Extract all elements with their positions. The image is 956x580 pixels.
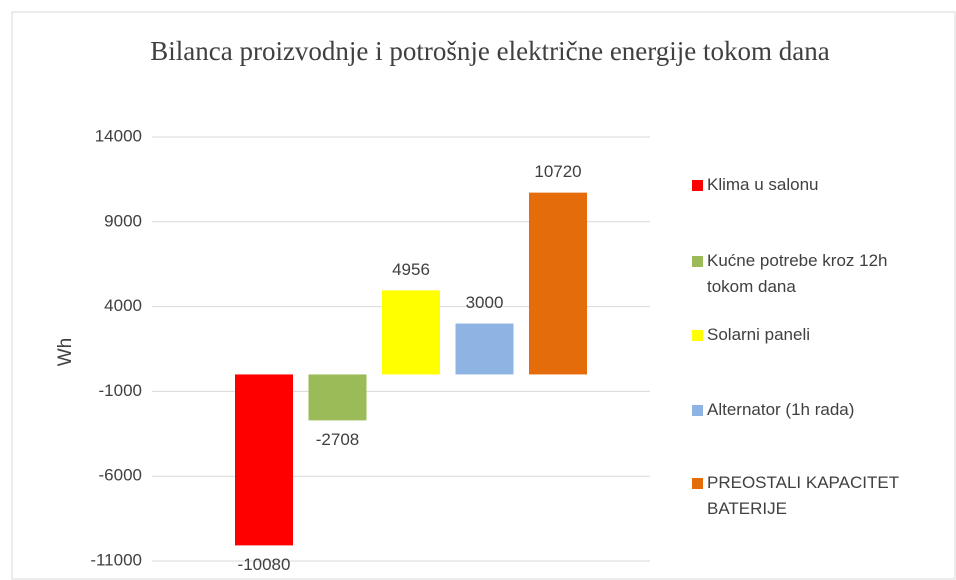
data-label: 3000 [466,293,504,312]
y-tick-label: -11000 [90,550,142,569]
legend-swatch [692,405,703,416]
chart-border [11,11,956,580]
legend-swatch [692,478,703,489]
y-tick-label: -6000 [99,466,142,485]
y-tick-label: 4000 [104,296,142,315]
bar [455,323,514,375]
data-label: -10080 [238,555,291,574]
legend-label: Kućne potrebe kroz 12h tokom dana [707,251,888,296]
chart-title: Bilanca proizvodnje i potrošnje električ… [150,36,830,66]
legend-item: Klima u salonu [692,172,917,198]
legend-swatch [692,330,703,341]
legend-item: PREOSTALI KAPACITET BATERIJE [692,470,917,522]
legend-label: Klima u salonu [707,175,819,194]
data-label: 4956 [392,260,430,279]
legend-item: Kućne potrebe kroz 12h tokom dana [692,248,917,300]
y-tick-label: 9000 [104,211,142,230]
bar [529,192,587,375]
bar [382,290,440,375]
legend-swatch [692,180,703,191]
legend-swatch [692,256,703,267]
y-tick-label: 14000 [95,126,142,145]
bar [235,374,293,546]
y-tick-label: -1000 [99,381,142,400]
legend-label: Alternator (1h rada) [707,400,855,419]
legend-label: Solarni paneli [707,325,811,344]
y-axis-label: Wh [55,338,76,367]
bar [308,374,367,421]
legend-item: Solarni paneli [692,322,917,348]
legend-label: PREOSTALI KAPACITET BATERIJE [707,473,899,518]
data-label: -2708 [316,430,359,449]
data-label: 10720 [534,162,581,181]
legend-item: Alternator (1h rada) [692,397,917,423]
